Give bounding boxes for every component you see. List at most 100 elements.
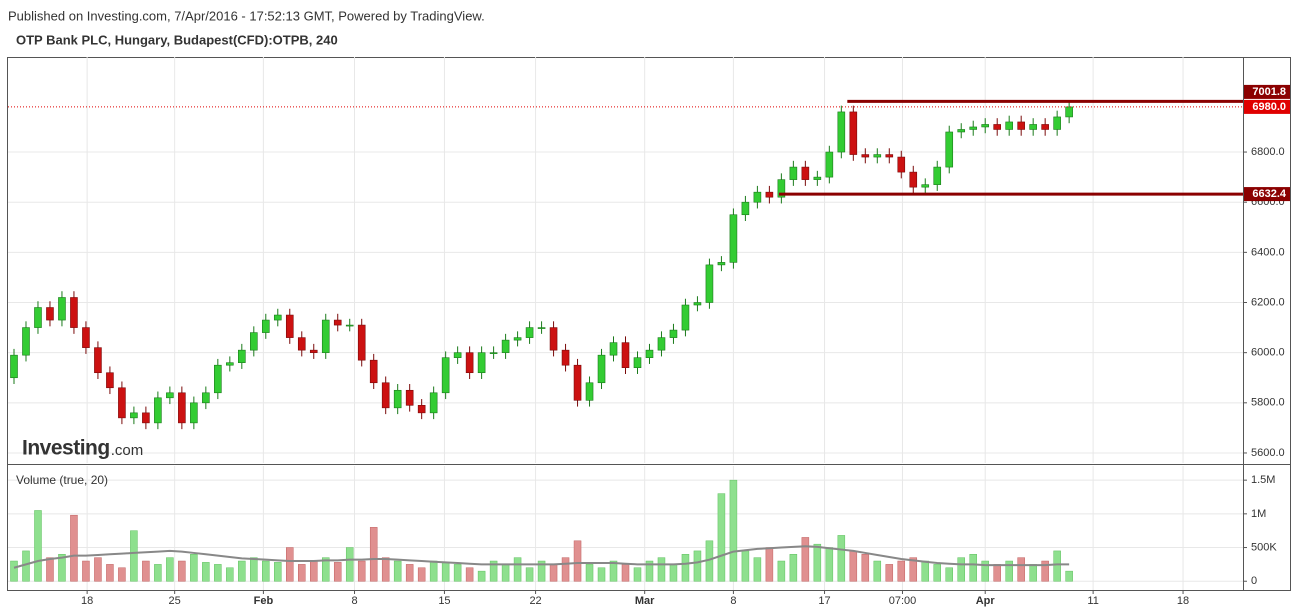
candle-body: [969, 126, 978, 130]
volume-bar: [1041, 560, 1049, 582]
candle-body: [202, 392, 210, 404]
volume-bar: [310, 560, 318, 582]
candle-body: [154, 397, 162, 424]
candle-body: [897, 156, 906, 173]
candle-body: [669, 329, 678, 338]
volume-bar: [405, 564, 414, 582]
logo: Investing: [22, 437, 110, 460]
volume-bar: [369, 527, 378, 582]
y-tick-label: 1.5M: [1251, 474, 1275, 486]
candle-body: [226, 362, 234, 366]
volume-bar: [94, 557, 102, 582]
candle-body: [477, 352, 486, 374]
candle-body: [1017, 121, 1025, 130]
volume-bar: [717, 493, 726, 582]
volume-bar: [82, 560, 90, 582]
candle-body: [261, 319, 270, 333]
volume-bar: [813, 543, 822, 582]
candle-body: [549, 327, 558, 351]
candle-body: [765, 191, 774, 198]
candle-body: [789, 166, 798, 180]
candle-body: [825, 151, 834, 178]
volume-bar: [453, 564, 462, 582]
candle-body: [1041, 124, 1049, 130]
candle-body: [178, 392, 186, 424]
candle-body: [238, 349, 246, 363]
volume-bar: [262, 560, 270, 582]
volume-bar: [465, 567, 474, 582]
volume-bar: [825, 547, 834, 582]
price-tag: [1244, 187, 1290, 202]
candle-body: [657, 337, 666, 351]
x-tick-label: 22: [529, 595, 541, 607]
volume-bar: [933, 564, 941, 582]
volume-ma-line: [13, 545, 1070, 569]
candle-body: [309, 349, 318, 353]
volume-bar: [849, 550, 858, 582]
volume-bar: [765, 547, 774, 582]
volume-bar: [58, 554, 66, 582]
volume-bar: [561, 557, 570, 582]
x-tick-label: 11: [1087, 595, 1098, 607]
candle-body: [501, 339, 510, 353]
volume-bar: [118, 567, 126, 582]
candle-body: [693, 302, 702, 306]
volume-bar: [166, 557, 174, 582]
volume-bar: [393, 560, 402, 582]
volume-bar: [274, 562, 282, 582]
candle-body: [933, 166, 942, 185]
candle-body: [142, 412, 150, 424]
volume-bar: [789, 554, 798, 582]
candle-body: [369, 359, 378, 384]
candle-body: [1053, 116, 1061, 130]
volume-bar: [729, 479, 738, 582]
candle-body: [417, 405, 426, 414]
candle-body: [573, 364, 582, 401]
volume-bar: [585, 564, 594, 582]
candle-body: [190, 402, 198, 424]
candle-body: [753, 191, 762, 203]
x-tick-label: 15: [438, 595, 450, 607]
y-tick-label: 0: [1251, 575, 1257, 587]
volume-bar: [142, 560, 150, 582]
volume-bar: [657, 557, 666, 582]
candle-body: [106, 372, 114, 389]
y-tick-label: 6200.0: [1251, 296, 1285, 308]
volume-bar: [46, 557, 54, 582]
candle-body: [214, 364, 222, 394]
x-tick-label: 07:00: [889, 595, 917, 607]
volume-bar: [981, 560, 989, 582]
candle-body: [82, 327, 90, 348]
volume-bar: [525, 567, 534, 582]
volume-bar: [837, 535, 846, 582]
volume-bar: [321, 557, 330, 582]
volume-bar: [897, 560, 906, 582]
volume-bar: [286, 547, 294, 582]
volume-bar: [597, 567, 606, 582]
candle-body: [681, 304, 690, 331]
candle-body: [489, 352, 498, 354]
candle-body: [741, 201, 750, 216]
candle-body: [46, 307, 54, 321]
price-tag: [1244, 99, 1290, 114]
volume-bar: [34, 510, 42, 582]
volume-bar: [298, 564, 306, 582]
volume-bar: [993, 564, 1001, 582]
volume-bar: [645, 560, 654, 582]
candle-body: [1005, 121, 1013, 130]
volume-bar: [489, 560, 498, 582]
y-tick-label: 1M: [1251, 508, 1266, 520]
price-tag-label: 7001.8: [1252, 86, 1286, 98]
volume-bar: [10, 560, 18, 582]
candle-body: [357, 324, 366, 361]
volume-bar: [753, 557, 762, 582]
x-tick-label: Mar: [635, 595, 655, 607]
volume-bar: [130, 530, 138, 582]
volume-bar: [1053, 550, 1061, 582]
candle-body: [561, 349, 570, 366]
volume-bar: [250, 557, 258, 582]
volume-bar: [1017, 557, 1025, 582]
volume-bar: [345, 547, 354, 582]
candle-body: [453, 352, 462, 358]
x-tick-label: 25: [169, 595, 181, 607]
